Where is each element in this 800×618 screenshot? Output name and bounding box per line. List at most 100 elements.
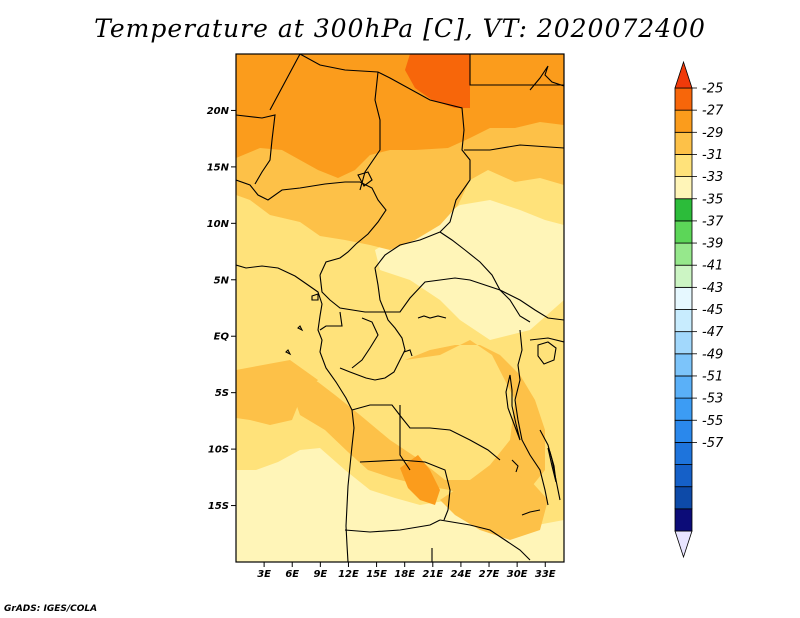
- lat-label: 10S: [208, 445, 229, 456]
- lat-label: 15S: [208, 501, 229, 512]
- red-sea-coast: [529, 65, 564, 91]
- latitude-axis: 20N 15N 10N 5N EQ 5S 10S 15S: [207, 106, 236, 512]
- border-central-7: [351, 404, 501, 461]
- lon-label: 33E: [535, 569, 556, 580]
- border-east-2: [464, 144, 564, 151]
- lake-small-3: [511, 459, 519, 473]
- lake-small-2: [403, 349, 413, 357]
- colorbar-segment: [674, 176, 693, 200]
- border-north-1: [299, 54, 471, 233]
- lon-label: 18E: [394, 569, 415, 580]
- lake-small-1: [417, 315, 447, 319]
- island-sao-tome: [297, 325, 304, 332]
- border-central-3: [319, 274, 501, 313]
- colorbar-label: -29: [702, 126, 723, 141]
- colorbar-label: -49: [702, 347, 723, 362]
- border-north-4: [236, 114, 276, 185]
- colorbar-segment: [674, 220, 693, 244]
- lake-small-4: [521, 509, 541, 516]
- lat-label: 20N: [207, 106, 230, 117]
- colorbar-segment: [674, 198, 693, 222]
- lat-label: 15N: [207, 162, 230, 173]
- border-east-5: [529, 337, 564, 343]
- colorbar-segment: [674, 331, 693, 355]
- colorbar-segment: [674, 375, 693, 399]
- island-bioko: [311, 293, 319, 301]
- border-east-4: [514, 329, 549, 506]
- lat-label: 5S: [215, 388, 229, 399]
- country-borders: [236, 54, 564, 562]
- colorbar-segment: [674, 397, 693, 421]
- colorbar-segment: [674, 353, 693, 377]
- colorbar-over-triangle: [674, 60, 693, 89]
- field-band-darkest: [405, 54, 470, 108]
- coastline-west-africa: [236, 264, 355, 562]
- chart-title: Temperature at 300hPa [C], VT: 202007240…: [94, 14, 706, 43]
- border-north-5: [269, 54, 301, 111]
- field-band-mid-coast: [236, 360, 318, 425]
- colorbar-label: -27: [702, 104, 724, 119]
- colorbar-label: -25: [702, 82, 723, 97]
- lon-label: 15E: [366, 569, 387, 580]
- border-east-1: [469, 54, 564, 86]
- colorbar-segment: [674, 419, 693, 443]
- colorbar-segment: [674, 109, 693, 133]
- colorbar: -25 -27 -29 -31 -33 -35 -37 -39 -41 -43 -45 -47 -49 -…: [674, 60, 724, 559]
- lon-label: 6E: [285, 569, 299, 580]
- longitude-axis: 3E 6E 9E 12E 15E 18E 21E 24E 27E 30E 33E: [257, 562, 556, 580]
- colorbar-under-triangle: [674, 530, 693, 559]
- border-south-1: [359, 459, 451, 521]
- colorbar-segment: [674, 309, 693, 333]
- colorbar-segment: [674, 131, 693, 155]
- colorbar-segment: [674, 264, 693, 288]
- lat-label: 10N: [207, 219, 230, 230]
- colorbar-label: -55: [702, 414, 723, 429]
- colorbar-label: -33: [702, 170, 723, 185]
- lon-label: 3E: [257, 569, 271, 580]
- grads-credit: GrADS: IGES/COLA: [4, 604, 98, 614]
- colorbar-label: -37: [702, 214, 724, 229]
- lon-label: 12E: [338, 569, 359, 580]
- colorbar-label: -53: [702, 392, 723, 407]
- lon-label: 21E: [422, 569, 443, 580]
- field-band-dark-south: [400, 455, 440, 505]
- field-band-mid-southeast: [440, 470, 548, 540]
- colorbar-label: -35: [702, 192, 723, 207]
- lake-malawi: [547, 447, 557, 483]
- colorbar-segment: [674, 286, 693, 310]
- border-central-4: [319, 311, 343, 331]
- border-east-3: [499, 289, 564, 321]
- lat-label: 5N: [214, 275, 230, 286]
- colorbar-label: -45: [702, 303, 723, 318]
- lake-tanganyika: [505, 374, 521, 441]
- border-north-2: [236, 179, 387, 276]
- colorbar-segment: [674, 508, 693, 532]
- lat-label: EQ: [214, 332, 230, 343]
- border-north-3: [359, 71, 381, 191]
- border-central-5: [339, 311, 406, 381]
- lon-label: 24E: [451, 569, 472, 580]
- border-central-2: [374, 231, 441, 313]
- lake-chad: [357, 171, 373, 187]
- island-annobon: [285, 349, 292, 356]
- lon-label: 9E: [313, 569, 327, 580]
- colorbar-label: -47: [702, 325, 724, 340]
- colorbar-label: -57: [702, 436, 724, 451]
- map-frame: [235, 53, 565, 563]
- colorbar-segment: [674, 441, 693, 465]
- colorbar-segment: [674, 242, 693, 266]
- border-central-8: [399, 405, 411, 471]
- colorbar-label: -51: [702, 369, 723, 384]
- colorbar-segment: [674, 154, 693, 177]
- border-south-3: [344, 519, 441, 533]
- temperature-field: [236, 54, 564, 562]
- lake-victoria: [537, 341, 557, 365]
- border-central-1: [439, 231, 531, 323]
- lon-label: 30E: [507, 569, 528, 580]
- colorbar-label: -41: [702, 259, 723, 274]
- colorbar-segment: [674, 87, 693, 111]
- colorbar-label: -43: [702, 281, 723, 296]
- border-south-2: [439, 519, 531, 561]
- colorbar-label: -39: [702, 237, 723, 252]
